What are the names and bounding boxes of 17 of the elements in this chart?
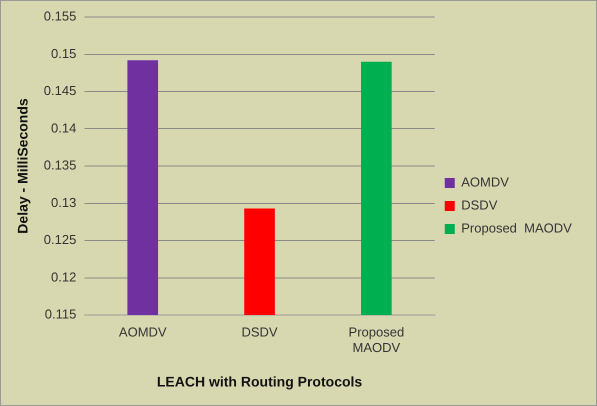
legend-label: DSDV <box>461 198 498 213</box>
y-tick-label: 0.12 <box>51 269 76 284</box>
y-tick-label: 0.115 <box>44 306 76 322</box>
y-tick-label: 0.145 <box>44 83 76 98</box>
y-axis-title: Delay - MilliSeconds <box>14 98 30 234</box>
y-tick-label: 0.125 <box>44 232 76 248</box>
y-tick-label: 0.15 <box>51 46 76 61</box>
legend-label: Proposed MAODV <box>461 220 572 236</box>
y-tick-label: 0.135 <box>44 158 76 173</box>
x-tick-label: Proposed MAODV <box>348 324 404 355</box>
y-tick-label: 0.155 <box>44 8 76 24</box>
y-tick-label: 0.14 <box>51 120 76 136</box>
x-axis-title: LEACH with Routing Protocols <box>156 373 362 390</box>
y-tick-label: 0.13 <box>51 194 76 210</box>
x-tick-label: DSDV <box>241 324 278 340</box>
legend-label: AOMDV <box>461 174 510 190</box>
x-tick-label: AOMDV <box>118 324 167 340</box>
